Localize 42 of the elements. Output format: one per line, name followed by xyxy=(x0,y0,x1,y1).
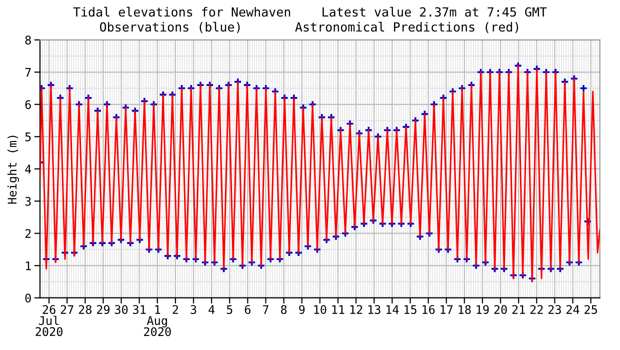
y-tick-label: 7 xyxy=(25,68,31,77)
x-tick-label: 18 xyxy=(458,305,471,314)
x-tick-label: 29 xyxy=(96,305,110,314)
x-tick-label: 22 xyxy=(530,305,543,314)
x-tick-label: 20 xyxy=(494,305,507,314)
x-tick-label: 15 xyxy=(404,305,416,314)
chart-title: Tidal elevations for Newhaven Latest value 2.37m at 7:45 GMT xyxy=(73,6,547,17)
y-tick-label: 4 xyxy=(25,164,32,174)
x-tick-label: 8 xyxy=(281,305,287,314)
x-tick-label: 25 xyxy=(584,305,597,314)
x-tick-label: 5 xyxy=(226,305,232,314)
x-tick-label: 24 xyxy=(566,305,580,314)
x-tick-label: 14 xyxy=(386,305,399,314)
x-tick-label: 17 xyxy=(440,305,453,314)
x-tick-label: 10 xyxy=(314,305,326,314)
x-tick-label: 9 xyxy=(299,305,305,314)
x-tick-label: 28 xyxy=(78,305,92,314)
x-tick-label: 1 Aug 2020 xyxy=(144,305,171,336)
x-tick-label: 4 xyxy=(208,305,215,314)
x-tick-label: 19 xyxy=(476,305,489,314)
x-tick-label: 6 xyxy=(244,305,250,314)
x-tick-label: 2 xyxy=(172,305,178,314)
x-tick-label: 7 xyxy=(262,305,268,314)
y-tick-label: 1 xyxy=(26,262,31,270)
x-tick-label: 3 xyxy=(190,305,196,314)
x-tick-label: 12 xyxy=(350,305,362,314)
x-tick-label: 21 xyxy=(512,305,525,314)
y-tick-label: 0 xyxy=(25,294,31,303)
y-tick-label: 2 xyxy=(25,229,31,238)
x-tick-label: 27 xyxy=(60,305,74,314)
x-tick-label: 31 xyxy=(133,305,146,314)
y-tick-label: 3 xyxy=(25,196,31,206)
y-tick-label: 8 xyxy=(25,36,31,45)
chart-subtitle: Observations (blue) Astronomical Predictions (red) xyxy=(100,22,518,34)
x-tick-label: 23 xyxy=(548,305,561,314)
y-tick-label: 6 xyxy=(25,100,31,110)
x-tick-label: 13 xyxy=(368,305,380,314)
y-axis-title: Height (m) xyxy=(7,136,19,204)
x-tick-label: 11 xyxy=(332,305,344,314)
x-tick-label: 16 xyxy=(422,305,435,314)
x-tick-label: 30 xyxy=(114,305,128,314)
y-tick-label: 5 xyxy=(25,132,31,142)
